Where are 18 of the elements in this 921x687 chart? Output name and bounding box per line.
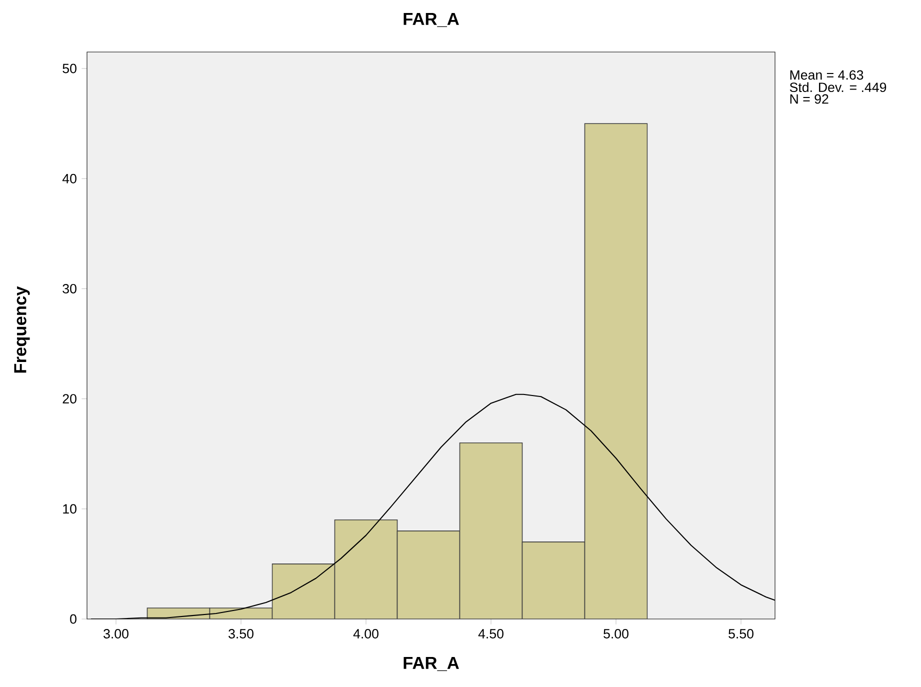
x-tick-label: 3.00 [104, 629, 128, 638]
x-tick-label: 5.50 [728, 629, 754, 638]
x-tick-label: 4.50 [478, 629, 504, 638]
x-tick-label: 5.00 [604, 629, 628, 638]
x-tick-label: 3.50 [228, 629, 254, 638]
y-axis-title: Frequency [14, 286, 30, 373]
y-tick-label: 40 [62, 174, 76, 184]
y-tick-label: 10 [63, 504, 76, 514]
y-tick-label: 20 [62, 394, 76, 404]
chart-title: FAR_A [404, 12, 459, 28]
text: N = 92 [790, 94, 828, 104]
text: Std. Dev. = .449 [790, 82, 886, 92]
text: Mean = 4.63 [790, 70, 864, 80]
y-tick-label: 0 [70, 614, 76, 624]
x-axis-title: FAR_A [404, 656, 459, 672]
y-tick-label: 50 [62, 64, 76, 74]
x-tick-label: 4.00 [353, 629, 378, 638]
y-tick-label: 30 [62, 284, 76, 294]
